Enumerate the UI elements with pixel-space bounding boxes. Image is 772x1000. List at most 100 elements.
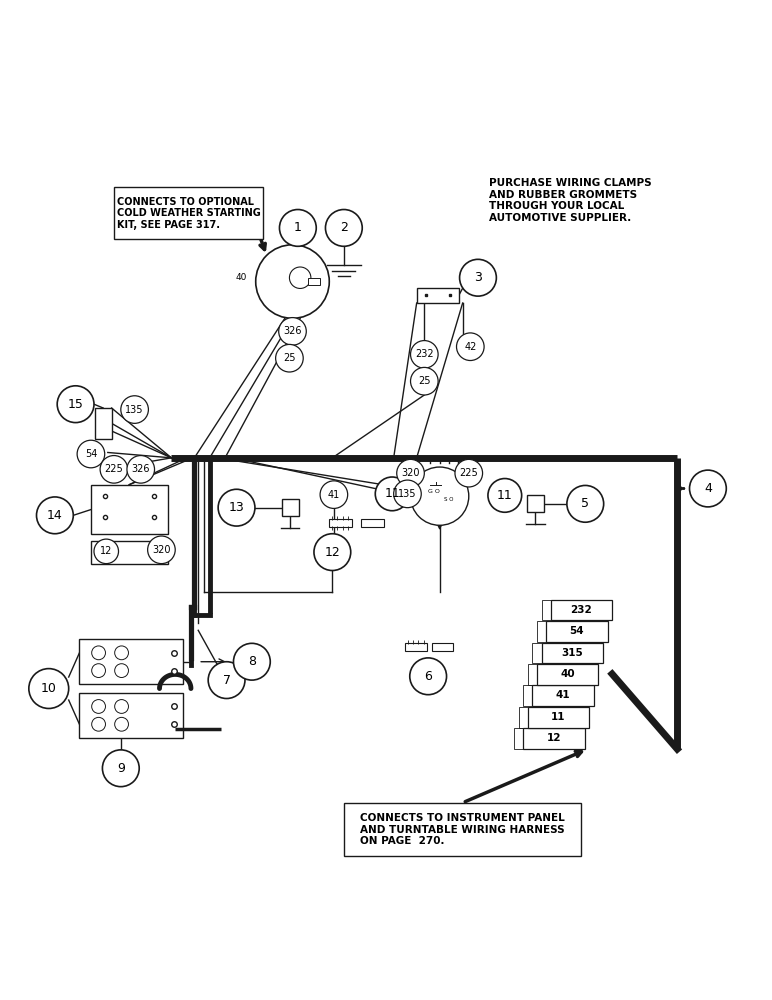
Circle shape [120, 396, 148, 423]
Text: 9: 9 [117, 762, 125, 775]
Text: 10: 10 [41, 682, 56, 695]
Bar [537, 621, 546, 642]
Text: 12: 12 [324, 546, 340, 559]
Circle shape [375, 477, 409, 511]
Text: 2: 2 [154, 515, 157, 520]
Text: 41: 41 [328, 490, 340, 500]
Circle shape [218, 489, 255, 526]
Bar [114, 187, 263, 239]
Bar [528, 707, 589, 728]
Text: 1: 1 [294, 221, 302, 234]
Text: 13: 13 [229, 501, 245, 514]
Circle shape [689, 470, 726, 507]
Circle shape [459, 259, 496, 296]
Text: 315: 315 [561, 648, 583, 658]
Bar [537, 664, 598, 685]
Text: 7: 7 [222, 674, 231, 687]
Circle shape [208, 662, 245, 699]
Bar [80, 639, 183, 684]
Bar [533, 643, 542, 663]
Circle shape [147, 536, 175, 564]
Bar [550, 600, 612, 620]
Circle shape [410, 658, 446, 695]
Text: 4: 4 [118, 489, 122, 495]
Bar [308, 278, 320, 285]
Circle shape [290, 267, 311, 288]
Text: 225: 225 [459, 468, 478, 478]
Circle shape [456, 333, 484, 361]
Bar [344, 803, 581, 856]
Bar [405, 643, 427, 651]
Circle shape [567, 485, 604, 522]
Bar [533, 685, 594, 706]
Text: 1: 1 [101, 515, 105, 520]
Text: 5: 5 [581, 497, 589, 510]
Circle shape [397, 459, 425, 487]
Circle shape [57, 386, 94, 423]
Circle shape [77, 440, 105, 468]
Circle shape [320, 481, 347, 508]
Circle shape [36, 497, 73, 534]
Text: 232: 232 [415, 349, 434, 359]
Text: PURCHASE WIRING CLAMPS
AND RUBBER GROMMETS
THROUGH YOUR LOCAL
AUTOMOTIVE SUPPLIE: PURCHASE WIRING CLAMPS AND RUBBER GROMME… [489, 178, 652, 223]
Text: 25: 25 [283, 353, 296, 363]
Text: 135: 135 [398, 489, 417, 499]
Text: 12: 12 [547, 733, 561, 743]
Circle shape [394, 480, 422, 508]
Circle shape [29, 669, 69, 708]
Text: 2: 2 [138, 489, 143, 495]
Text: 25: 25 [418, 376, 431, 386]
Text: 11: 11 [497, 489, 513, 502]
Bar [527, 495, 544, 512]
Circle shape [276, 344, 303, 372]
Bar [80, 693, 183, 738]
Text: 3: 3 [474, 271, 482, 284]
Text: 135: 135 [125, 405, 144, 415]
Bar [542, 643, 603, 663]
Text: 14: 14 [47, 509, 63, 522]
Bar [523, 685, 533, 706]
Text: 11: 11 [551, 712, 566, 722]
Text: 42: 42 [464, 342, 476, 352]
Bar [91, 541, 168, 564]
Bar [417, 288, 459, 303]
Text: 326: 326 [131, 464, 150, 474]
Circle shape [279, 318, 306, 345]
Text: 54: 54 [570, 626, 584, 636]
Circle shape [411, 341, 438, 368]
Bar [519, 707, 528, 728]
Circle shape [127, 456, 154, 483]
Bar [361, 519, 384, 527]
Text: 40: 40 [235, 273, 246, 282]
Circle shape [455, 459, 482, 487]
Text: 11: 11 [384, 487, 400, 500]
Circle shape [314, 534, 350, 571]
Circle shape [411, 367, 438, 395]
Text: CONNECTS TO OPTIONAL
COLD WEATHER STARTING
KIT, SEE PAGE 317.: CONNECTS TO OPTIONAL COLD WEATHER STARTI… [117, 197, 260, 230]
Text: 225: 225 [104, 464, 124, 474]
Bar [95, 408, 112, 439]
Circle shape [233, 643, 270, 680]
Text: G O: G O [428, 489, 439, 494]
Bar [542, 600, 550, 620]
Bar [432, 643, 453, 651]
Text: 232: 232 [571, 605, 592, 615]
Circle shape [103, 750, 139, 787]
Text: 4: 4 [704, 482, 712, 495]
Bar [91, 485, 168, 534]
Text: CONNECTS TO INSTRUMENT PANEL
AND TURNTABLE WIRING HARNESS
ON PAGE  270.: CONNECTS TO INSTRUMENT PANEL AND TURNTAB… [361, 813, 565, 846]
Circle shape [411, 467, 469, 525]
Text: 54: 54 [85, 449, 97, 459]
Text: 320: 320 [401, 468, 420, 478]
Text: 8: 8 [248, 655, 256, 668]
Bar [523, 728, 584, 749]
Text: 12: 12 [100, 546, 113, 556]
Text: 41: 41 [556, 690, 571, 700]
Text: 40: 40 [560, 669, 575, 679]
Bar [329, 519, 351, 527]
Text: 2: 2 [340, 221, 347, 234]
Bar [528, 664, 537, 685]
Circle shape [94, 539, 119, 564]
Text: 326: 326 [283, 326, 302, 336]
Text: 15: 15 [68, 398, 83, 411]
